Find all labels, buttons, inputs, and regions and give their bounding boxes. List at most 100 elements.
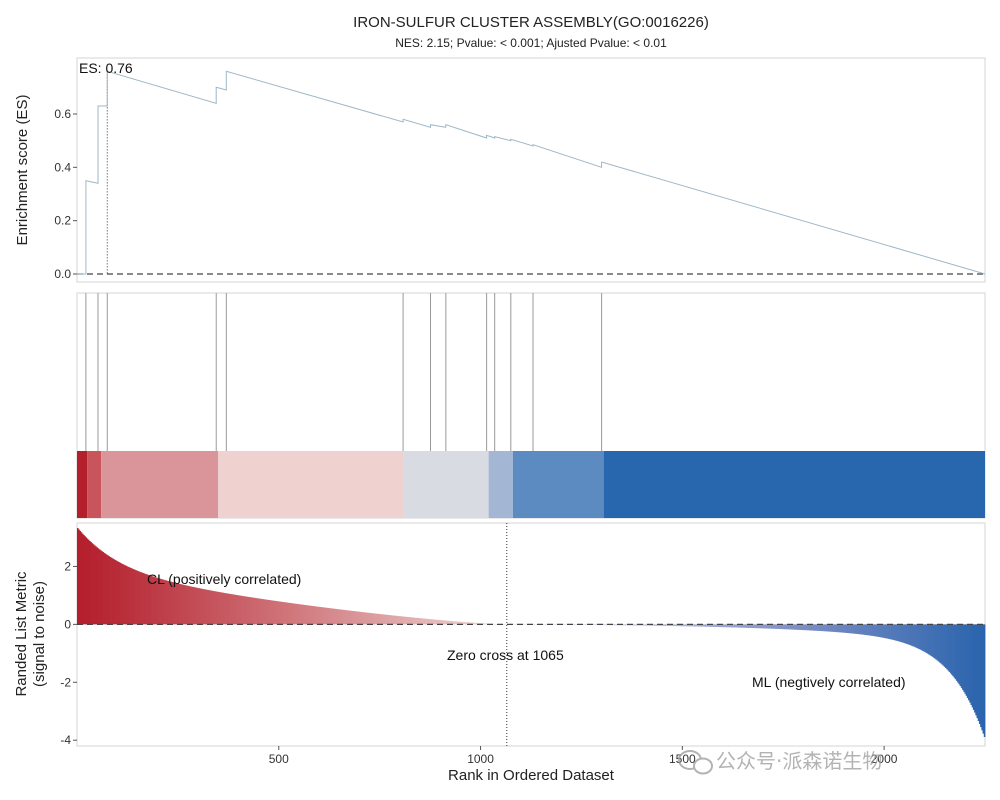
metric-bar — [256, 598, 258, 625]
metric-bar — [484, 623, 487, 625]
metric-bar — [845, 624, 848, 633]
metric-bar — [173, 582, 176, 625]
metric-bar — [447, 620, 450, 625]
metric-bar — [780, 624, 783, 630]
metric-bar — [363, 612, 366, 625]
metric-bar — [291, 603, 293, 625]
metric-bar — [805, 624, 808, 631]
metric-bar — [894, 624, 896, 641]
metric-bar — [79, 530, 82, 625]
metric-bar — [888, 624, 890, 639]
metric-bar — [155, 577, 158, 625]
metric-bar — [115, 560, 118, 625]
metric-bar — [794, 624, 797, 630]
metric-bar — [769, 624, 772, 629]
metric-bar — [884, 624, 887, 639]
metric-bar — [349, 610, 352, 625]
metric-bar — [459, 621, 462, 625]
metric-bar — [235, 594, 238, 625]
metric-bar — [857, 624, 860, 635]
metric-bar — [885, 624, 888, 639]
metric-bar — [175, 582, 177, 625]
metric-bar — [201, 588, 204, 625]
metric-bar — [763, 624, 766, 629]
metric-bar — [346, 610, 349, 625]
metric-bar — [661, 624, 664, 626]
metric-bar — [92, 544, 95, 625]
metric-bar — [258, 598, 261, 625]
es-y-tick-label: 0.4 — [54, 160, 71, 174]
metric-bar — [231, 594, 234, 625]
metric-bar — [679, 624, 682, 627]
metric-bar — [454, 621, 457, 625]
metric-bar — [326, 607, 329, 625]
metric-bar — [934, 624, 936, 659]
metric-bar — [345, 610, 348, 625]
metric-bar — [257, 598, 259, 625]
metric-bar — [470, 622, 473, 625]
metric-bar — [717, 624, 720, 628]
metric-bar — [658, 624, 660, 626]
metric-bar — [204, 589, 206, 625]
metric-bar — [896, 624, 899, 641]
metric-bar — [815, 624, 818, 631]
metric-bar — [169, 581, 171, 625]
metric-bar — [669, 624, 671, 626]
metric-bar — [179, 584, 182, 625]
metric-bar — [431, 619, 434, 625]
metric-bar — [733, 624, 735, 628]
metric-y-tick-label: -2 — [60, 675, 71, 689]
metric-bar — [830, 624, 832, 632]
metric-bar — [614, 624, 617, 626]
metric-bar — [494, 623, 497, 625]
metric-bar — [912, 624, 914, 647]
es-y-tick-label: 0.2 — [54, 214, 71, 228]
metric-bar — [449, 620, 452, 625]
metric-bar — [230, 594, 233, 625]
metric-bar — [751, 624, 753, 629]
metric-bar — [744, 624, 746, 628]
metric-bar — [397, 616, 400, 625]
metric-bar — [401, 616, 404, 625]
metric-bar — [89, 540, 91, 625]
metric-bar — [735, 624, 738, 628]
metric-bar — [313, 606, 315, 625]
metric-bar — [839, 624, 842, 633]
metric-bar — [277, 601, 280, 625]
metric-bar — [659, 624, 661, 626]
metric-bar — [975, 624, 977, 716]
metric-bar — [534, 624, 537, 625]
metric-bar — [356, 611, 359, 625]
metric-bar — [662, 624, 665, 626]
metric-bar — [526, 624, 528, 625]
metric-bar — [236, 595, 239, 625]
metric-bar — [321, 607, 324, 625]
metric-bar — [867, 624, 870, 636]
metric-bar — [374, 613, 377, 625]
metric-bar — [161, 579, 164, 625]
metric-bar — [566, 624, 568, 625]
metric-bar — [808, 624, 810, 631]
metric-bar — [722, 624, 724, 628]
metric-bar — [918, 624, 921, 650]
metric-bar — [84, 536, 86, 625]
metric-bar — [138, 571, 141, 625]
metric-bar — [240, 595, 243, 625]
metric-panel-frame — [76, 522, 986, 747]
metric-bar — [930, 624, 933, 656]
metric-bar — [823, 624, 826, 632]
metric-bar — [779, 624, 781, 630]
metric-bar — [299, 604, 302, 625]
metric-bar — [239, 595, 241, 625]
metric-bar — [199, 588, 201, 625]
metric-bar — [838, 624, 841, 633]
metric-bar — [474, 622, 476, 625]
metric-bar — [945, 624, 947, 669]
metric-bar — [424, 618, 427, 625]
metric-bar — [704, 624, 706, 627]
metric-bar — [458, 621, 460, 625]
metric-bar — [822, 624, 825, 632]
metric-bar — [244, 596, 246, 625]
metric-bar — [221, 592, 223, 625]
metric-bar — [860, 624, 862, 635]
